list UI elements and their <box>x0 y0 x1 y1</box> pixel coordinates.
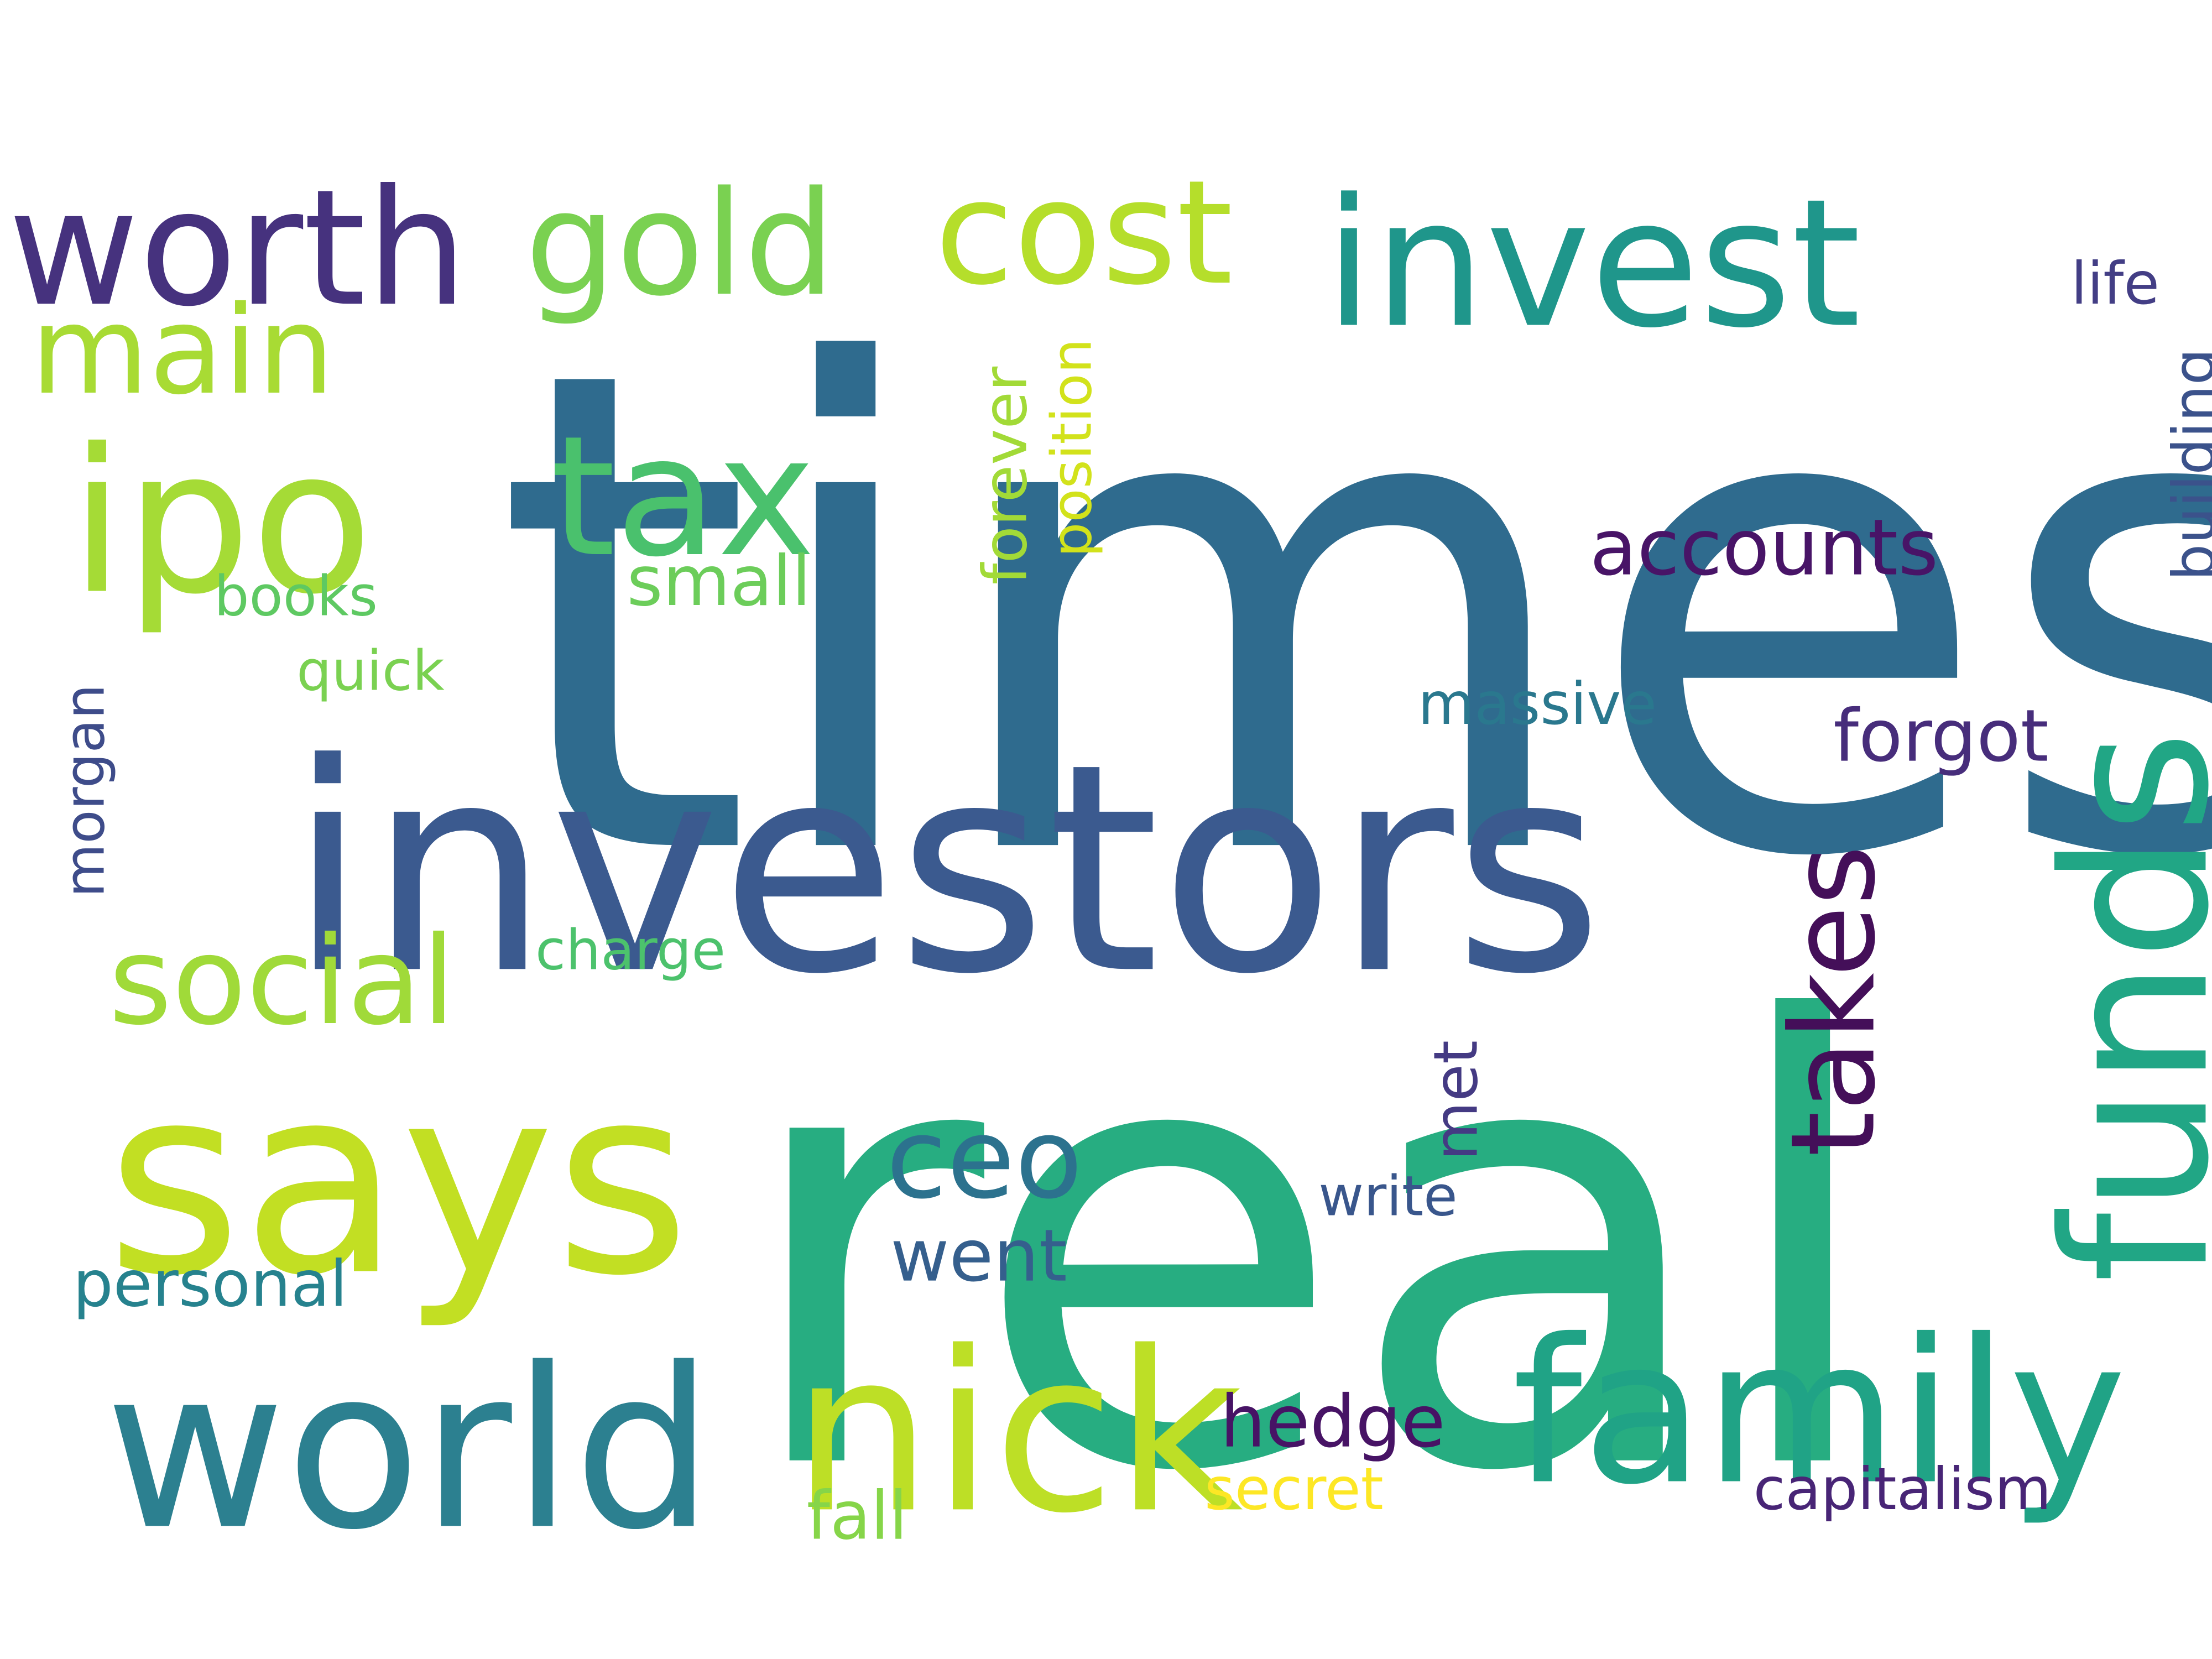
word-life: life <box>2071 250 2159 317</box>
word-funds: funds <box>2021 730 2212 1282</box>
word-small: small <box>627 541 811 622</box>
word-social: social <box>108 910 455 1052</box>
word-secret: secret <box>1204 1455 1384 1523</box>
word-massive: massive <box>1418 670 1657 738</box>
word-ceo: ceo <box>886 1095 1082 1224</box>
word-hedge: hedge <box>1220 1380 1445 1464</box>
word-takes: takes <box>1766 845 1901 1157</box>
word-went: went <box>890 1214 1067 1298</box>
word-quick: quick <box>296 638 445 703</box>
word-worth: worth <box>8 155 467 342</box>
word-tax: tax <box>550 400 815 593</box>
word-family: family <box>1512 1296 2126 1528</box>
word-world: world <box>105 1321 713 1578</box>
word-forgot: forgot <box>1833 694 2049 778</box>
word-times: times <box>493 229 2212 1002</box>
word-forever: forever <box>969 366 1040 585</box>
word-fall: fall <box>807 1478 907 1555</box>
word-cost: cost <box>935 150 1233 317</box>
word-investors: investors <box>288 702 1603 1037</box>
word-morgan: morgan <box>52 684 117 898</box>
word-books: books <box>214 564 378 628</box>
word-invest: invest <box>1324 161 1861 367</box>
word-charge: charge <box>535 917 726 982</box>
word-real: real <box>734 896 1887 1604</box>
word-personal: personal <box>73 1248 348 1322</box>
word-nick: nick <box>792 1305 1243 1562</box>
word-write: write <box>1318 1164 1457 1228</box>
word-says: says <box>106 1030 690 1333</box>
word-main: main <box>30 280 335 421</box>
word-capitalism: capitalism <box>1754 1455 2052 1523</box>
word-position: position <box>1039 338 1104 557</box>
word-accounts: accounts <box>1590 503 1939 593</box>
word-met: met <box>1420 1040 1491 1161</box>
word-building: building <box>2161 348 2212 581</box>
word-ipo: ipo <box>70 406 373 638</box>
word-gold: gold <box>525 161 835 328</box>
